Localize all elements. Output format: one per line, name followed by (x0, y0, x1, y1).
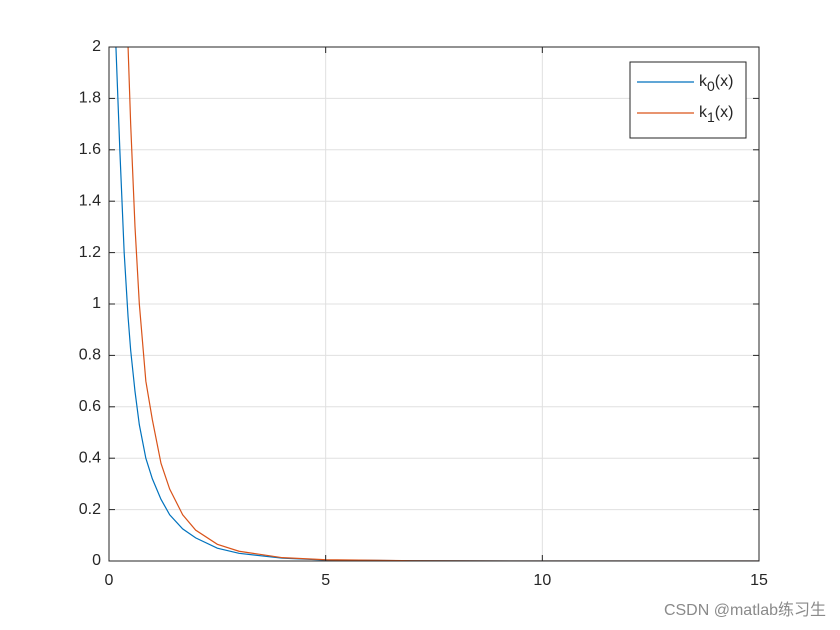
y-tick-label: 0.4 (79, 449, 101, 466)
legend: k0(x) k1(x) (629, 61, 747, 139)
legend-label: k0(x) (699, 73, 733, 93)
y-tick-label: 0.6 (79, 398, 101, 415)
y-tick-label: 1 (92, 295, 101, 312)
y-tick-label: 0.2 (79, 501, 101, 518)
y-tick-label: 1.2 (79, 244, 101, 261)
watermark: CSDN @matlab练习生 (664, 601, 826, 619)
legend-box (629, 61, 747, 139)
y-tick-label: 2 (92, 38, 101, 55)
y-tick-label: 1.8 (79, 90, 101, 107)
lines (115, 47, 759, 561)
x-tick-label: 10 (533, 572, 551, 589)
x-tick-label: 5 (321, 572, 330, 589)
y-tick-label: 0.8 (79, 347, 101, 364)
legend-label: k1(x) (699, 104, 733, 124)
y-tick-label: 1.4 (79, 192, 101, 209)
x-tick-label: 0 (105, 572, 114, 589)
y-tick-label: 0 (92, 552, 101, 569)
ticks: 0 5 10 15 0 0.2 0.4 0.6 0.8 1 1.2 1.4 1.6 1.8 2 (79, 38, 768, 589)
series-line (127, 47, 759, 561)
x-tick-label: 15 (750, 572, 768, 589)
y-tick-label: 1.6 (79, 141, 101, 158)
